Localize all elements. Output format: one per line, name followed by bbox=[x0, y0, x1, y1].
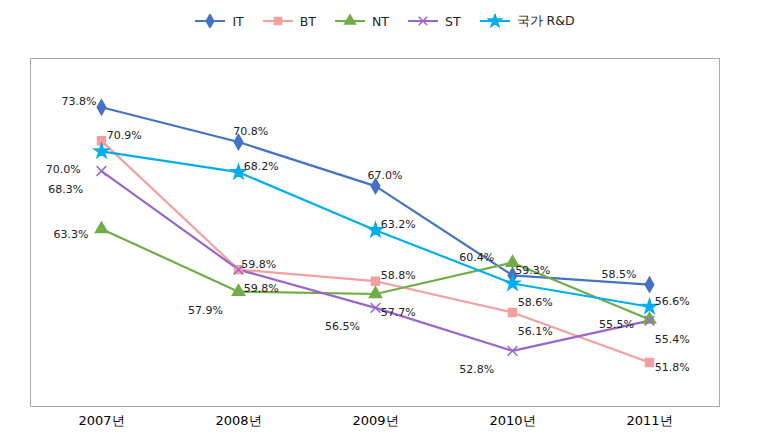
svg-text:68.2%: 68.2% bbox=[244, 160, 279, 173]
svg-text:73.8%: 73.8% bbox=[62, 95, 97, 108]
svg-text:2009년: 2009년 bbox=[352, 413, 398, 428]
svg-text:60.4%: 60.4% bbox=[459, 251, 494, 264]
svg-text:2011년: 2011년 bbox=[626, 413, 672, 428]
svg-text:57.9%: 57.9% bbox=[188, 304, 223, 317]
svg-text:55.5%: 55.5% bbox=[599, 318, 634, 331]
svg-text:51.8%: 51.8% bbox=[655, 361, 690, 374]
svg-text:57.7%: 57.7% bbox=[381, 306, 416, 319]
svg-text:2010년: 2010년 bbox=[489, 413, 535, 428]
svg-text:58.6%: 58.6% bbox=[518, 296, 553, 309]
html-text:BT: BT bbox=[299, 13, 316, 29]
svg-text:70.0%: 70.0% bbox=[46, 163, 81, 176]
svg-text:2007년: 2007년 bbox=[78, 413, 124, 428]
svg-text:70.9%: 70.9% bbox=[107, 129, 142, 142]
svg-text:56.1%: 56.1% bbox=[518, 325, 553, 338]
html-text:국가 R&D: 국가 R&D bbox=[516, 12, 575, 28]
svg-text:63.2%: 63.2% bbox=[381, 218, 416, 231]
svg-text:52.8%: 52.8% bbox=[459, 363, 494, 376]
svg-text:58.5%: 58.5% bbox=[602, 268, 637, 281]
svg-text:58.8%: 58.8% bbox=[381, 269, 416, 282]
html-text:ST: ST bbox=[445, 13, 461, 29]
svg-text:55.4%: 55.4% bbox=[655, 333, 690, 346]
html-text:NT: NT bbox=[372, 13, 389, 29]
svg-text:2008년: 2008년 bbox=[215, 413, 261, 428]
svg-text:56.6%: 56.6% bbox=[655, 295, 690, 308]
svg-text:68.3%: 68.3% bbox=[48, 183, 83, 196]
svg-text:59.8%: 59.8% bbox=[244, 282, 279, 295]
svg-text:59.8%: 59.8% bbox=[241, 258, 276, 271]
svg-text:70.8%: 70.8% bbox=[233, 125, 268, 138]
svg-text:56.5%: 56.5% bbox=[325, 320, 360, 333]
svg-text:59.3%: 59.3% bbox=[515, 264, 550, 277]
svg-text:67.0%: 67.0% bbox=[368, 169, 403, 182]
html-text:IT: IT bbox=[232, 13, 244, 29]
svg-text:63.3%: 63.3% bbox=[54, 228, 89, 241]
